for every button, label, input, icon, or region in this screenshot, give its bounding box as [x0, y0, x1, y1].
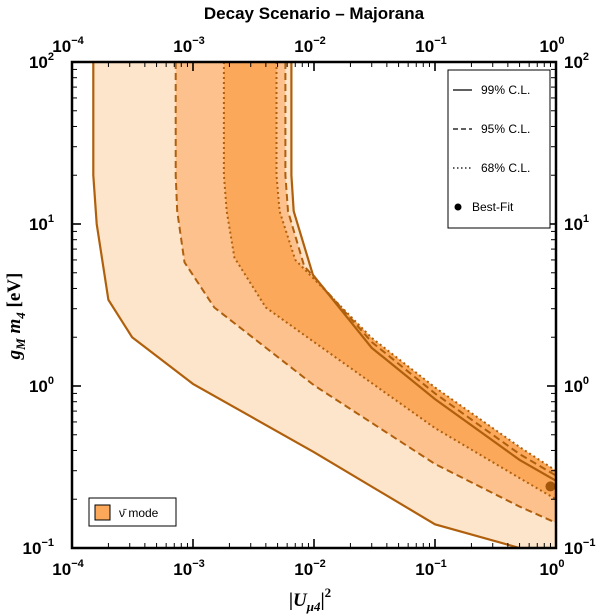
mode-legend: ν̄ mode [88, 497, 177, 527]
y-tick-label-right: 101 [564, 213, 589, 234]
boundary-right-99-cl [290, 62, 556, 482]
confidence-regions [92, 62, 556, 548]
svg-text:gM m4 [eV]: gM m4 [eV] [4, 273, 28, 361]
boundary-left-99-cl [92, 62, 520, 548]
y-tick-label-left: 10−1 [23, 537, 54, 558]
x-tick-label-bottom: 10−3 [173, 558, 204, 579]
mode-legend-label: ν̄ mode [119, 506, 159, 520]
chart-title: Decay Scenario – Majorana [204, 4, 425, 23]
mode-legend-swatch [94, 504, 111, 521]
x-axis-label: |Uμ4|2 [289, 585, 331, 614]
x-tick-label-bottom: 10−4 [52, 558, 84, 579]
legend-entry-dashed: 95% C.L. [453, 122, 530, 136]
x-tick-label-bottom: 10−1 [415, 558, 446, 579]
x-tick-label-bottom: 10−2 [294, 558, 325, 579]
x-tick-label-top: 10−3 [173, 35, 204, 56]
y-tick-label-right: 10−1 [564, 537, 595, 558]
legend-label: 99% C.L. [481, 83, 530, 97]
x-tick-label-bottom: 100 [539, 558, 564, 579]
y-tick-label-left: 102 [29, 51, 54, 72]
y-tick-label-right: 102 [564, 51, 589, 72]
y-tick-label-left: 100 [29, 375, 54, 396]
boundary-right-68-cl [275, 62, 556, 472]
boundary-left-95-cl [174, 62, 556, 524]
x-tick-label-top: 10−4 [52, 35, 84, 56]
legend-label: 95% C.L. [481, 122, 530, 136]
y-axis-label: gM m4 [eV] [4, 273, 28, 361]
y-axis-label-sub-m: M [13, 338, 28, 351]
cl-legend-box [447, 69, 551, 229]
y-axis-label-g: g [4, 350, 25, 361]
legend-entry-solid: 99% C.L. [453, 83, 530, 97]
x-tick-label-top: 10−1 [415, 35, 446, 56]
boundary-left-68-cl [222, 62, 556, 501]
y-axis-label-sub-4: 4 [13, 312, 28, 320]
legend-label: 68% C.L. [481, 161, 530, 175]
y-tick-label-right: 100 [564, 375, 589, 396]
axis-ticks [71, 61, 557, 549]
legend-entry-dotted: 68% C.L. [453, 161, 530, 175]
best-fit-point [545, 481, 556, 492]
axis-tick-labels: 10−410−410−310−310−210−210−110−110010010… [23, 35, 596, 579]
y-tick-label-left: 101 [29, 213, 54, 234]
svg-text:|Uμ4|2: |Uμ4|2 [289, 585, 331, 614]
x-tick-label-top: 100 [539, 35, 564, 56]
legend-dot-marker [454, 203, 462, 211]
legend-entry-dot: Best-Fit [454, 200, 514, 214]
cl-legend: 99% C.L. 95% C.L. 68% C.L. Best-Fit [447, 69, 551, 229]
legend-label: Best-Fit [472, 200, 514, 214]
x-tick-label-top: 10−2 [294, 35, 325, 56]
